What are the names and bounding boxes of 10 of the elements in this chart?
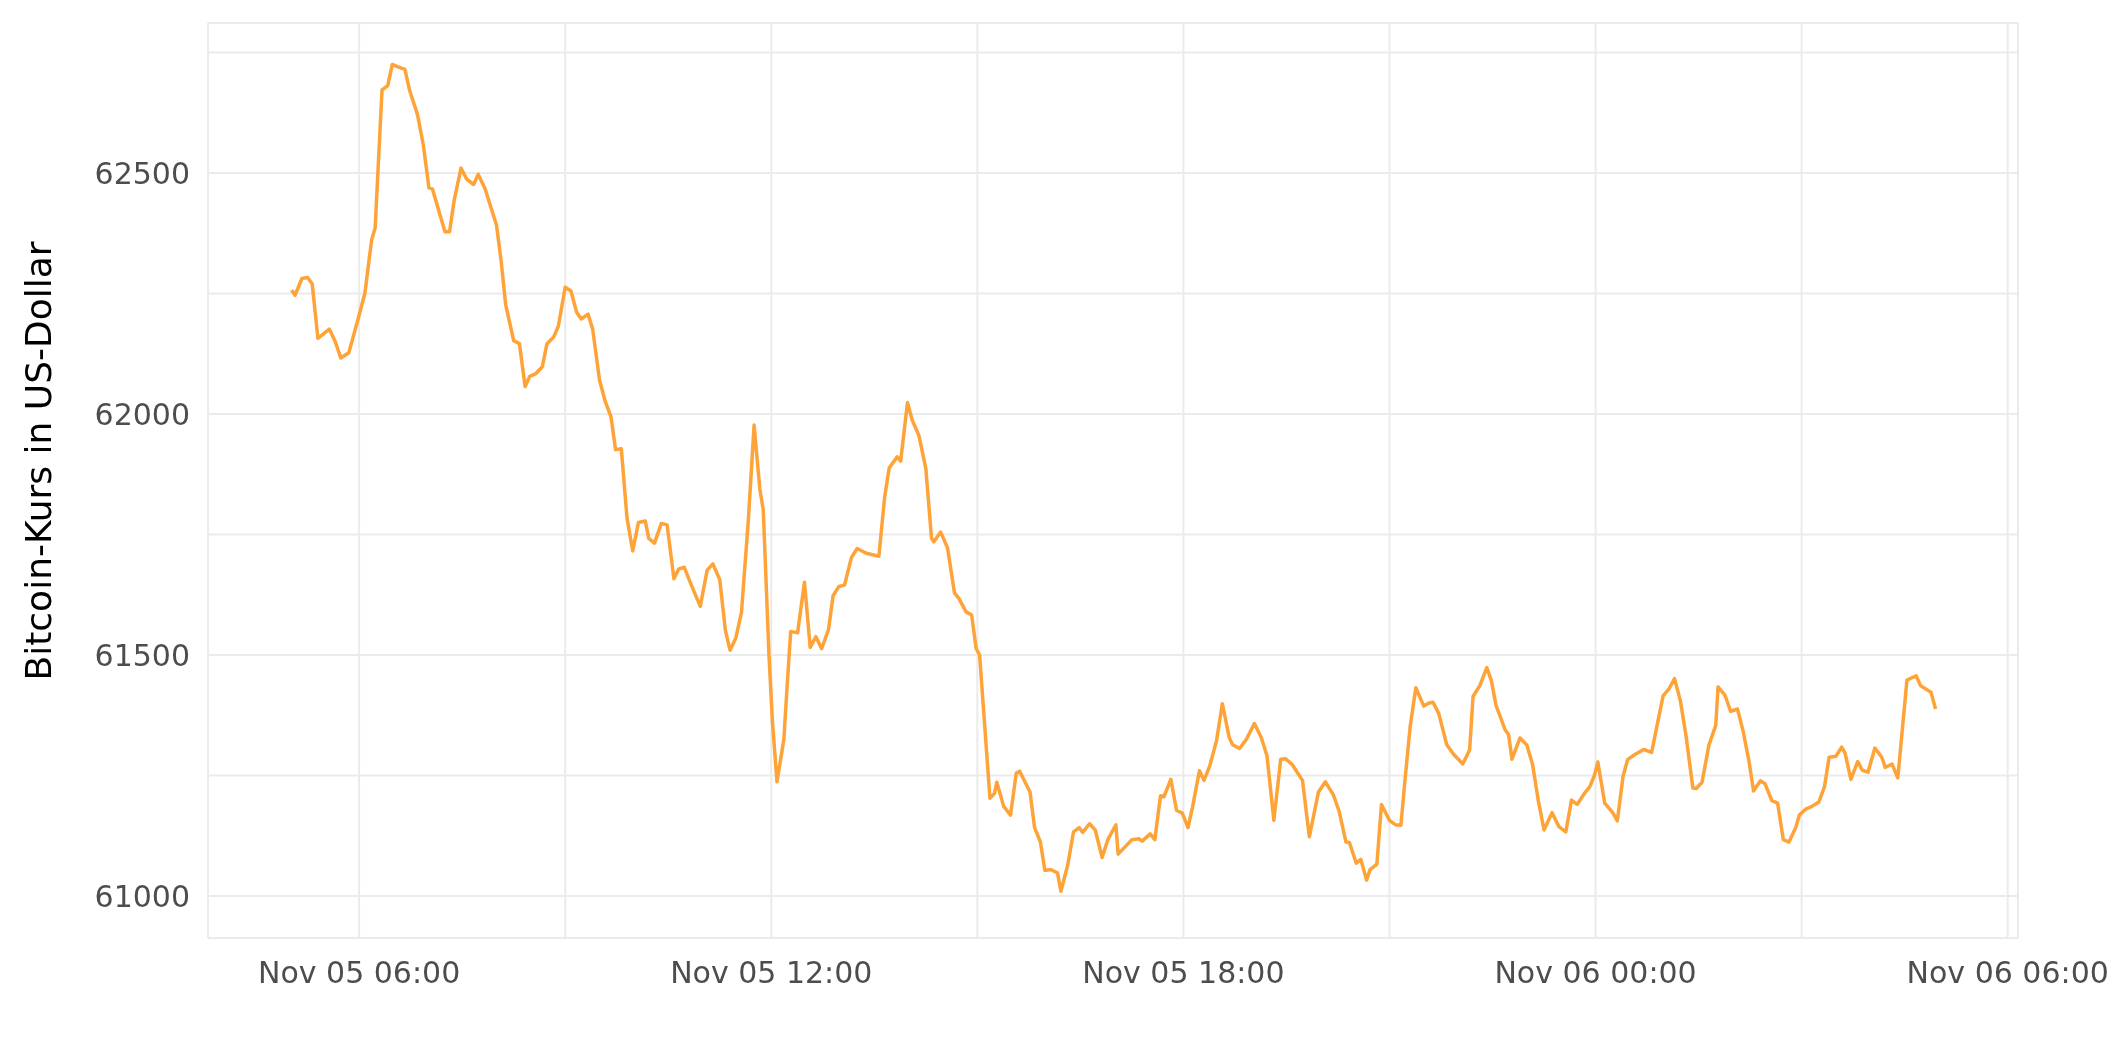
x-tick-label: Nov 06 00:00 <box>1494 955 1697 991</box>
x-tick-label: Nov 05 12:00 <box>670 955 873 991</box>
y-tick-label: 62000 <box>94 396 190 432</box>
y-axis-title: Bitcoin-Kurs in US-Dollar <box>17 241 59 681</box>
y-tick-label: 62500 <box>94 155 190 191</box>
x-tick-label: Nov 06 06:00 <box>1906 955 2109 991</box>
x-tick-label: Nov 05 18:00 <box>1082 955 1285 991</box>
x-tick-label: Nov 05 06:00 <box>257 955 461 991</box>
y-tick-label: 61000 <box>94 878 190 914</box>
y-tick-label: 61500 <box>94 637 190 673</box>
